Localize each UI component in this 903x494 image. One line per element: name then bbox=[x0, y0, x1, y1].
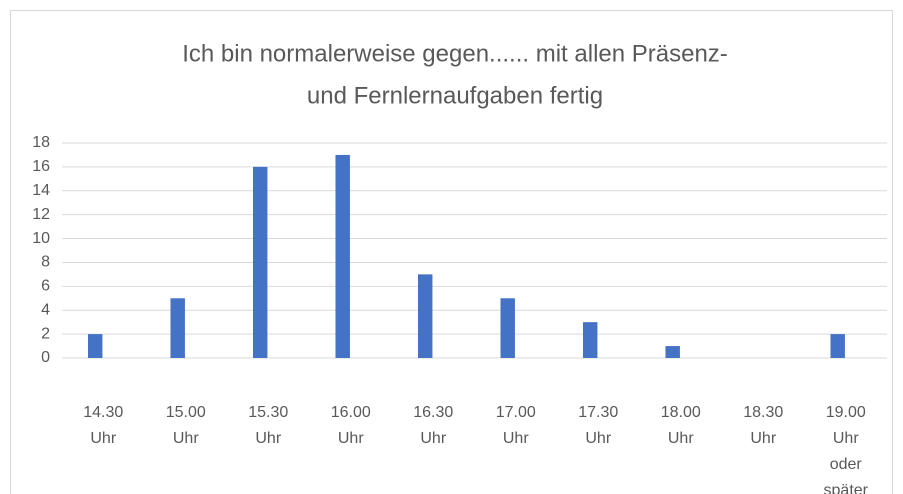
y-tick-label: 16 bbox=[32, 158, 50, 175]
bar bbox=[417, 274, 433, 358]
y-tick-label: 18 bbox=[32, 134, 50, 151]
y-tick-label: 6 bbox=[41, 278, 50, 295]
bar bbox=[830, 334, 845, 358]
y-tick-label: 10 bbox=[32, 230, 50, 247]
bar bbox=[335, 154, 350, 358]
y-tick-label: 8 bbox=[41, 254, 50, 271]
chart-frame bbox=[10, 10, 893, 494]
bar bbox=[87, 334, 103, 358]
x-tick-label: 17.00 Uhr bbox=[496, 404, 536, 447]
x-tick-label: 18.30 Uhr bbox=[743, 404, 783, 447]
y-tick-label: 14 bbox=[32, 182, 50, 199]
bar bbox=[252, 166, 268, 358]
x-tick-label: 19.00 Uhr oder später bbox=[824, 404, 869, 494]
x-tick-label: 18.00 Uhr bbox=[661, 404, 701, 447]
bar bbox=[582, 322, 598, 358]
y-tick-label: 0 bbox=[41, 349, 50, 366]
chart-title: und Fernlernaufgaben fertig bbox=[307, 82, 603, 109]
y-tick-label: 12 bbox=[32, 206, 50, 223]
bar bbox=[170, 298, 185, 358]
y-tick-label: 4 bbox=[41, 301, 50, 318]
y-tick-label: 2 bbox=[41, 325, 50, 342]
x-tick-label: 17.30 Uhr bbox=[578, 404, 618, 447]
chart-title: Ich bin normalerweise gegen...... mit al… bbox=[182, 40, 728, 67]
x-tick-label: 15.30 Uhr bbox=[248, 404, 288, 447]
x-tick-label: 14.30 Uhr bbox=[83, 404, 123, 447]
bar bbox=[665, 346, 680, 358]
x-tick-label: 16.00 Uhr bbox=[331, 404, 371, 447]
x-tick-label: 16.30 Uhr bbox=[413, 404, 453, 447]
bar bbox=[500, 298, 515, 358]
x-tick-label: 15.00 Uhr bbox=[166, 404, 206, 447]
